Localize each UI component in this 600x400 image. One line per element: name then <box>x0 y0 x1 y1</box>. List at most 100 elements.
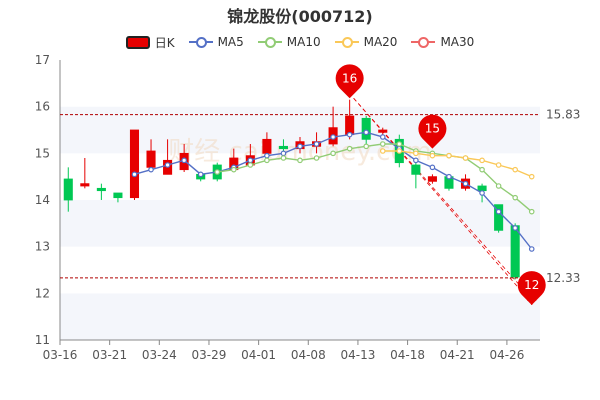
x-tick-label: 03-29 <box>192 348 227 362</box>
ma5-point <box>413 157 419 164</box>
ma10-point <box>214 169 221 175</box>
candle-body <box>361 117 371 140</box>
ma30-legend-icon <box>411 36 436 48</box>
candle-body <box>494 204 504 231</box>
legend-item-ma10[interactable]: MA10 <box>257 35 321 49</box>
ma5-point <box>346 131 353 138</box>
ma10-point <box>346 145 353 152</box>
x-tick-label: 03-24 <box>142 348 177 362</box>
marker-pin <box>335 64 364 99</box>
candle <box>80 158 90 189</box>
candle-body <box>129 129 140 199</box>
ma5-point <box>148 166 154 173</box>
legend-item-ma30[interactable]: MA30 <box>411 35 474 49</box>
plot-band <box>60 60 540 107</box>
ma10-legend-icon <box>257 36 282 48</box>
markers: 16 15 12 <box>335 64 546 305</box>
x-tick-label: 03-16 <box>43 348 78 362</box>
ma5-point <box>280 150 287 157</box>
candle-body <box>345 115 355 136</box>
legend-item-ma20[interactable]: MA20 <box>334 35 398 49</box>
x-tick-label: 04-26 <box>489 348 524 362</box>
ma5-point <box>197 171 204 178</box>
ma10-point <box>495 183 502 189</box>
ma10-point <box>479 166 485 173</box>
y-tick-label: 14 <box>35 193 50 207</box>
y-tick-label: 15 <box>35 146 50 160</box>
ma5-point <box>479 190 485 196</box>
ma20-line <box>382 150 532 178</box>
ma10-point <box>330 150 336 157</box>
legend-label-ma5: MA5 <box>217 35 244 49</box>
legend-item-ma5[interactable]: MA5 <box>188 35 244 49</box>
ma5-point <box>164 162 171 168</box>
marker-pin <box>517 271 546 305</box>
legend-item-k[interactable]: 日K <box>125 34 175 51</box>
ma5-point <box>462 180 469 187</box>
candle-body <box>477 185 487 192</box>
ma20-point <box>462 155 469 161</box>
ma20-point <box>512 166 518 173</box>
ma20-point <box>413 150 419 157</box>
plot-band <box>60 246 540 294</box>
ma10-point <box>379 141 386 147</box>
y-tick-label: 16 <box>35 100 50 114</box>
price-lines: 15.83 12.33 <box>60 108 580 285</box>
ma20-point <box>528 173 535 180</box>
x-tick-label: 04-08 <box>291 348 326 362</box>
ma10-point <box>247 162 254 168</box>
ma5-point <box>495 208 502 215</box>
candle-body <box>411 164 421 175</box>
ma5-point <box>429 164 436 171</box>
ma5-point <box>313 141 320 147</box>
legend: 日K MA5 MA10 MA20 MA30 <box>0 32 600 52</box>
candle-body <box>278 145 288 150</box>
plot-background <box>60 60 540 340</box>
ma5-point <box>181 157 187 164</box>
ma5-point <box>297 143 303 150</box>
marker-label: 16 <box>342 71 357 85</box>
price-marker: 15 <box>418 114 447 149</box>
k-legend-icon <box>125 35 150 49</box>
ma5-legend-icon <box>188 36 213 48</box>
candle <box>129 129 140 200</box>
y-tick-label: 11 <box>35 333 50 347</box>
ma10-point <box>264 157 270 164</box>
candle <box>113 192 123 203</box>
ma10-point <box>528 208 535 215</box>
x-tick-label: 04-01 <box>241 348 276 362</box>
marker-label: 15 <box>425 122 440 136</box>
marker-label: 12 <box>524 278 539 292</box>
ma5-point <box>446 173 452 180</box>
ma5-point <box>131 171 138 178</box>
y-tick-label: 13 <box>35 240 50 254</box>
candle-body <box>427 176 437 182</box>
candle <box>411 162 421 189</box>
candle-body <box>146 150 156 168</box>
candle <box>96 183 106 200</box>
y-axis: 11 12 13 14 15 16 17 <box>35 53 61 347</box>
ma10-point <box>363 143 370 150</box>
y-tick-label: 12 <box>35 286 50 300</box>
ma20-point <box>495 162 502 168</box>
x-tick-label: 04-13 <box>340 348 375 362</box>
candle-body <box>80 183 90 187</box>
y-tick-label: 17 <box>35 53 50 67</box>
ma5-point <box>330 134 336 140</box>
x-axis: 03-16 03-21 03-24 03-29 04-01 04-08 04-13 04-18… <box>43 339 540 362</box>
ma20-point <box>396 148 403 154</box>
candle-body <box>378 129 388 133</box>
legend-label-ma30: MA30 <box>440 35 475 49</box>
legend-label-ma10: MA10 <box>286 35 321 49</box>
ma10-point <box>280 155 287 161</box>
ma10-point <box>396 141 403 147</box>
ma5-point <box>379 134 386 140</box>
ma10-point <box>313 155 320 161</box>
ma20-point <box>379 148 386 154</box>
x-tick-label: 04-18 <box>390 348 425 362</box>
candle-body <box>510 225 520 278</box>
x-tick-label: 03-21 <box>92 348 127 362</box>
chart-title: 锦龙股份(000712) <box>227 7 373 26</box>
ma20-point <box>479 157 485 164</box>
legend-label-ma20: MA20 <box>363 35 398 49</box>
